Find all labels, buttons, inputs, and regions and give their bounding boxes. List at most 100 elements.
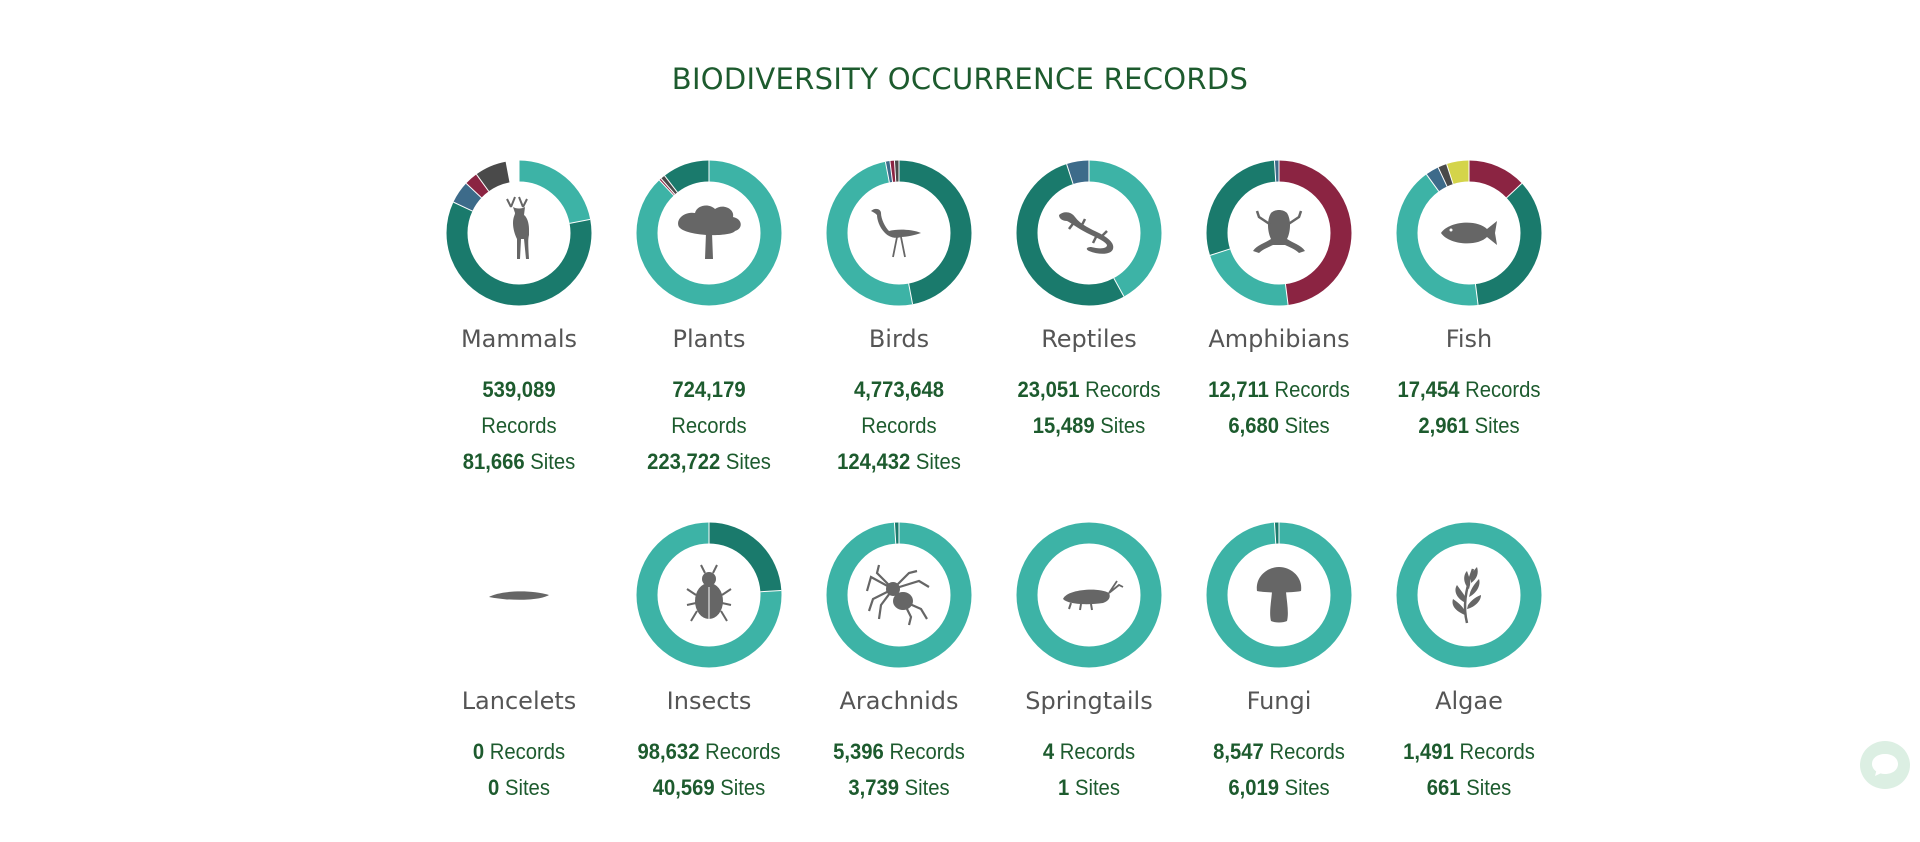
slice-separator [1273, 522, 1277, 544]
records-label: Records [489, 739, 566, 764]
donut-slice[interactable] [446, 160, 592, 306]
taxon-stats: 23,051 Records 15,489 Sites [1002, 372, 1177, 444]
taxon-name: Birds [868, 325, 930, 353]
taxon-card-fungi[interactable]: Fungi 8,547 Records 6,019 Sites [1184, 520, 1374, 806]
donut-chart[interactable] [444, 520, 594, 670]
taxon-name: Mammals [460, 325, 578, 353]
donut-chart[interactable] [1014, 158, 1164, 308]
taxon-card-plants[interactable]: Plants 724,179 Records 223,722 Sites [614, 158, 804, 480]
slice-separator [660, 178, 676, 195]
spider-icon [865, 564, 930, 626]
records-line: 1,491 Records [1382, 734, 1557, 770]
taxon-name: Fish [1445, 325, 1493, 353]
slice-separator [1273, 160, 1277, 182]
sites-line: 661 Sites [1382, 770, 1557, 806]
donut-slice[interactable] [1206, 160, 1352, 306]
donut-slice[interactable] [1396, 522, 1542, 668]
sites-line: 3,739 Sites [812, 770, 987, 806]
donut-chart[interactable] [1204, 158, 1354, 308]
taxon-card-birds[interactable]: Birds 4,773,648 Records 124,432 Sites [804, 158, 994, 480]
taxon-card-lancelets[interactable]: Lancelets 0 Records 0 Sites [424, 520, 614, 806]
records-label: Records [1459, 739, 1535, 764]
donut-slice[interactable] [1206, 160, 1352, 306]
slice-separator [1474, 284, 1479, 305]
records-label: Records [1274, 377, 1350, 402]
taxon-card-mammals[interactable]: Mammals 539,089 Records 81,666 Sites [424, 158, 614, 480]
antelope-icon [506, 196, 529, 259]
taxon-card-arachnids[interactable]: Arachnids 5,396 Records 3,739 Sites [804, 520, 994, 806]
taxon-name: Arachnids [839, 687, 959, 715]
taxon-name: Insects [666, 687, 752, 715]
slice-separator [1066, 163, 1074, 185]
donut-chart[interactable] [1204, 520, 1354, 670]
taxon-card-amphibians[interactable]: Amphibians 12,711 Records 6,680 Sites [1184, 158, 1374, 444]
records-line: 5,396 Records [812, 734, 987, 770]
taxon-stats: 8,547 Records 6,019 Sites [1192, 734, 1367, 806]
records-label-line: Records [432, 408, 607, 444]
sites-label: Sites [1284, 775, 1330, 800]
slice-separator [889, 161, 894, 182]
taxon-stats: 4,773,648 Records 124,432 Sites [812, 372, 987, 480]
sites-line: 1 Sites [1002, 770, 1177, 806]
records-label: Records [1465, 377, 1541, 402]
taxon-card-insects[interactable]: Insects 98,632 Records 40,569 Sites [614, 520, 804, 806]
taxon-card-reptiles[interactable]: Reptiles 23,051 Records 15,489 Sites [994, 158, 1184, 444]
taxon-stats: 17,454 Records 2,961 Sites [1382, 372, 1557, 444]
chat-button[interactable] [1860, 741, 1910, 789]
donut-chart[interactable] [1394, 158, 1544, 308]
slice-separator [569, 218, 591, 224]
records-label: Records [1269, 739, 1345, 764]
records-line: 17,454 Records [1382, 372, 1557, 408]
sites-line: 2,961 Sites [1382, 408, 1557, 444]
donut-slice[interactable] [1016, 160, 1162, 306]
donut-slice[interactable] [826, 160, 972, 306]
taxon-card-fish[interactable]: Fish 17,454 Records 2,961 Sites [1374, 158, 1564, 444]
slice-separator [1446, 163, 1454, 185]
taxon-stats: 1,491 Records 661 Sites [1382, 734, 1557, 806]
donut-chart[interactable] [444, 158, 594, 308]
donut-slice[interactable] [1016, 522, 1162, 668]
records-label: Records [1085, 377, 1161, 402]
taxon-stats: 539,089 Records 81,666 Sites [432, 372, 607, 480]
records-line: 23,051 Records [1002, 372, 1177, 408]
taxon-stats: 4 Records 1 Sites [1002, 734, 1177, 806]
records-count: 4,773,648 [853, 377, 945, 402]
sites-count: 1 [1058, 775, 1070, 800]
donut-chart[interactable] [824, 520, 974, 670]
sites-line: 6,680 Sites [1192, 408, 1367, 444]
slice-separator [1113, 277, 1125, 297]
sites-count: 0 [488, 775, 500, 800]
taxon-name: Algae [1435, 687, 1503, 715]
donut-chart[interactable] [634, 158, 784, 308]
donut-chart[interactable] [1014, 520, 1164, 670]
slice-separator [908, 283, 914, 305]
sites-count: 223,722 [647, 449, 721, 474]
sites-count: 6,019 [1228, 775, 1279, 800]
donut-slice[interactable] [1396, 160, 1542, 306]
taxon-card-algae[interactable]: Algae 1,491 Records 661 Sites [1374, 520, 1564, 806]
records-count: 23,051 [1017, 377, 1080, 402]
donut-slice[interactable] [1396, 160, 1542, 306]
records-line: 539,089 [432, 372, 607, 408]
sites-count: 2,961 [1418, 413, 1469, 438]
slice-separator [659, 179, 675, 196]
records-label: Records [671, 413, 747, 438]
donut-chart[interactable] [1394, 520, 1544, 670]
donut-chart[interactable] [824, 158, 974, 308]
sites-count: 661 [1426, 775, 1461, 800]
records-label-line: Records [812, 408, 987, 444]
records-count: 5,396 [833, 739, 884, 764]
records-line: 98,632 Records [622, 734, 797, 770]
springtail-icon [1063, 580, 1124, 611]
records-count: 1,491 [1403, 739, 1454, 764]
donut-chart[interactable] [634, 520, 784, 670]
records-label: Records [889, 739, 965, 764]
records-label: Records [481, 413, 557, 438]
tree-icon [678, 205, 741, 259]
taxon-card-springtails[interactable]: Springtails 4 Records 1 Sites [994, 520, 1184, 806]
sites-line: 0 Sites [432, 770, 607, 806]
records-label: Records [861, 413, 937, 438]
sites-count: 6,680 [1228, 413, 1279, 438]
fish-icon [1441, 221, 1497, 245]
